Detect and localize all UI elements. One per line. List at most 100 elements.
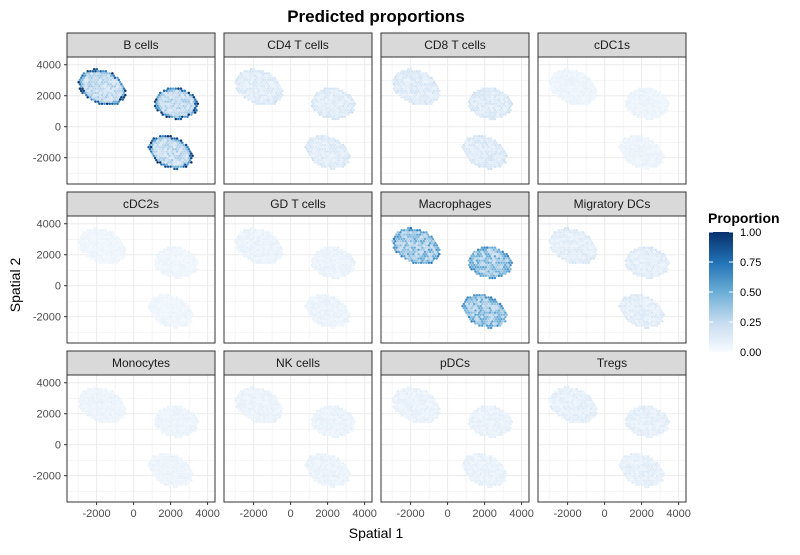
spot: [486, 165, 489, 168]
spot: [429, 87, 432, 90]
spot: [262, 87, 265, 90]
spot: [182, 113, 185, 116]
spot: [404, 72, 407, 75]
spot: [505, 266, 508, 269]
spot: [171, 103, 174, 106]
spot: [415, 77, 418, 80]
spot: [194, 103, 197, 106]
spot: [169, 165, 172, 168]
spot: [332, 268, 335, 271]
spot: [492, 253, 495, 256]
spot: [313, 316, 316, 319]
spot: [182, 259, 185, 262]
spot: [328, 266, 331, 269]
spot: [333, 107, 336, 110]
spot: [171, 296, 174, 299]
spot: [481, 144, 484, 147]
spot: [492, 318, 495, 321]
spot: [332, 118, 335, 121]
spot: [408, 255, 411, 258]
spot: [185, 307, 188, 310]
spot: [342, 100, 345, 103]
spot: [587, 81, 590, 84]
spot: [343, 266, 346, 269]
spot: [479, 318, 482, 321]
spot: [333, 116, 336, 119]
spot: [394, 244, 397, 247]
spot: [582, 262, 585, 265]
spot: [476, 135, 479, 138]
spot: [329, 268, 332, 271]
spot: [90, 257, 93, 260]
spot: [644, 262, 647, 265]
spot: [476, 109, 479, 112]
spot: [241, 238, 244, 241]
spot: [646, 139, 649, 142]
spot: [658, 264, 661, 267]
spot: [238, 87, 241, 90]
spot: [254, 87, 257, 90]
spot: [99, 83, 102, 86]
spot: [424, 92, 427, 95]
spot: [175, 268, 178, 271]
spot: [655, 155, 658, 158]
spot: [486, 144, 489, 147]
spot: [499, 251, 502, 254]
spot: [195, 100, 198, 103]
spot: [346, 262, 349, 265]
spot: [653, 165, 656, 168]
spot: [81, 238, 84, 241]
spot: [399, 231, 402, 234]
spot: [490, 103, 493, 106]
spot: [561, 72, 564, 75]
spot: [658, 148, 661, 151]
spot: [407, 94, 410, 97]
spot: [335, 257, 338, 260]
spot: [481, 303, 484, 306]
spot: [88, 236, 91, 239]
spot: [165, 103, 168, 106]
spot: [265, 94, 268, 97]
spot: [84, 83, 87, 86]
spot: [587, 94, 590, 97]
spot: [324, 251, 327, 254]
spot: [482, 116, 485, 119]
spot: [499, 113, 502, 116]
spot: [101, 72, 104, 75]
spot: [243, 246, 246, 249]
spot: [489, 246, 492, 249]
spot: [171, 318, 174, 321]
spot: [316, 152, 319, 155]
spot: [410, 244, 413, 247]
spot: [636, 262, 639, 265]
spot: [103, 231, 106, 234]
spot: [315, 98, 318, 101]
spot: [177, 152, 180, 155]
spot: [154, 311, 157, 314]
spot: [251, 74, 254, 77]
spot: [408, 251, 411, 254]
spot: [504, 272, 507, 275]
spot: [481, 264, 484, 267]
spot: [625, 264, 628, 267]
spot: [156, 96, 159, 99]
spot: [155, 262, 158, 265]
spot: [500, 146, 503, 149]
spot: [395, 251, 398, 254]
spot: [330, 90, 333, 93]
spot: [243, 233, 246, 236]
spot: [164, 255, 167, 258]
spot: [585, 257, 588, 260]
spot: [393, 79, 396, 82]
spot: [482, 322, 485, 325]
spot: [163, 262, 166, 265]
spot: [474, 159, 477, 162]
spot: [400, 70, 403, 73]
spot: [176, 111, 179, 114]
spot: [404, 98, 407, 101]
spot: [304, 305, 307, 308]
spot: [626, 98, 629, 101]
spot: [665, 270, 668, 273]
spot: [102, 79, 105, 82]
spot: [417, 94, 420, 97]
